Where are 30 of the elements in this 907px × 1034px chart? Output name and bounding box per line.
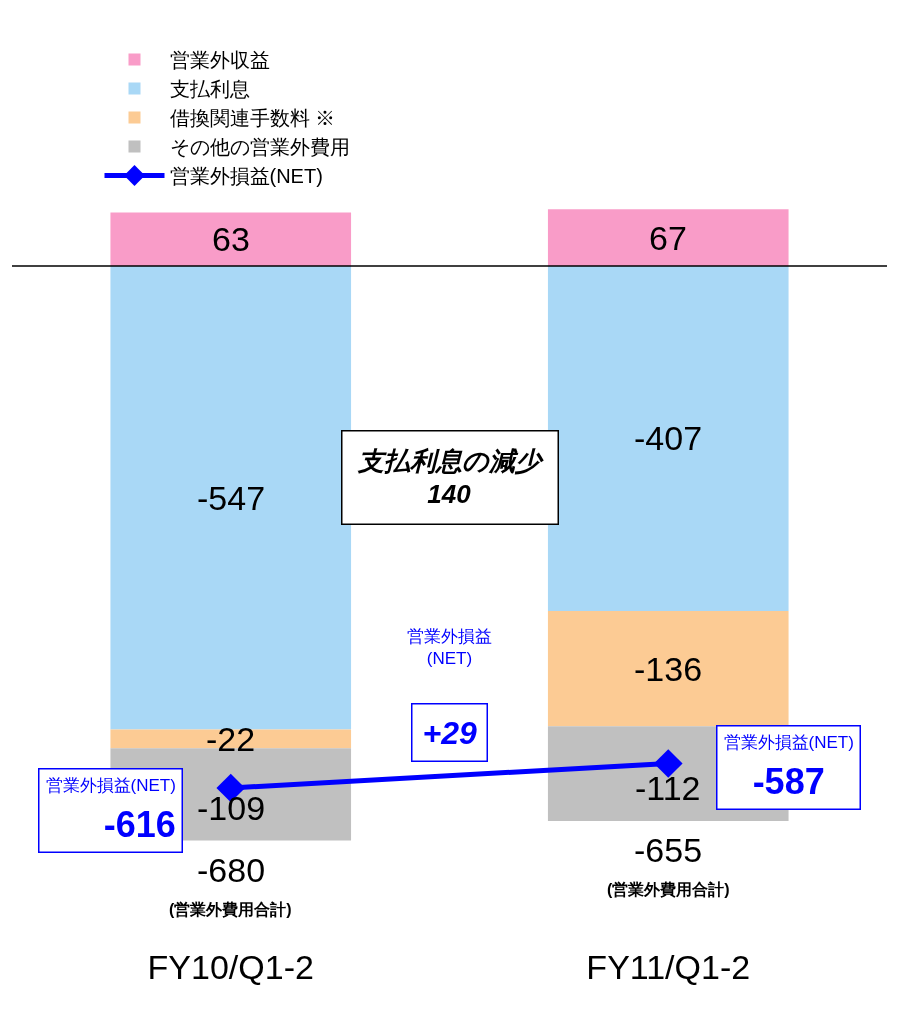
legend-label: 借換関連手数料 ※	[169, 107, 336, 130]
annotation: 営業外損益(NET) -616	[45, 775, 176, 846]
annotation: +29	[422, 714, 477, 751]
bar	[547, 265, 789, 611]
annotation: (営業外費用合計)	[169, 901, 292, 918]
legend-label: 支払利息	[169, 78, 250, 101]
data-label: -22	[206, 720, 256, 758]
data-label: -547	[197, 479, 266, 517]
data-label: -136	[634, 650, 703, 688]
bar	[547, 610, 789, 727]
annotation: 営業外損益(NET) -587	[723, 732, 854, 803]
data-label: -112	[635, 769, 701, 807]
annotation: (営業外費用合計)	[607, 881, 730, 898]
bar	[547, 209, 789, 266]
bar	[110, 265, 352, 730]
data-label: 63	[212, 220, 250, 258]
x-tick-label: FY10/Q1-2	[147, 948, 314, 986]
legend-label: その他の営業外費用	[169, 136, 350, 159]
x-tick-label: FY11/Q1-2	[586, 948, 751, 986]
bar	[110, 729, 352, 749]
annotation: 支払利息の減少 140	[356, 445, 544, 510]
annotation: -655	[634, 831, 703, 869]
annotation: 営業外損益 (NET)	[407, 627, 492, 669]
bar	[110, 212, 352, 266]
annotation: -680	[197, 851, 266, 889]
legend-label: 営業外損益(NET)	[169, 165, 323, 188]
data-label: 67	[649, 219, 687, 257]
legend-label: 営業外収益	[169, 49, 270, 72]
data-label: -407	[634, 419, 703, 457]
data-label: -109	[197, 789, 266, 827]
